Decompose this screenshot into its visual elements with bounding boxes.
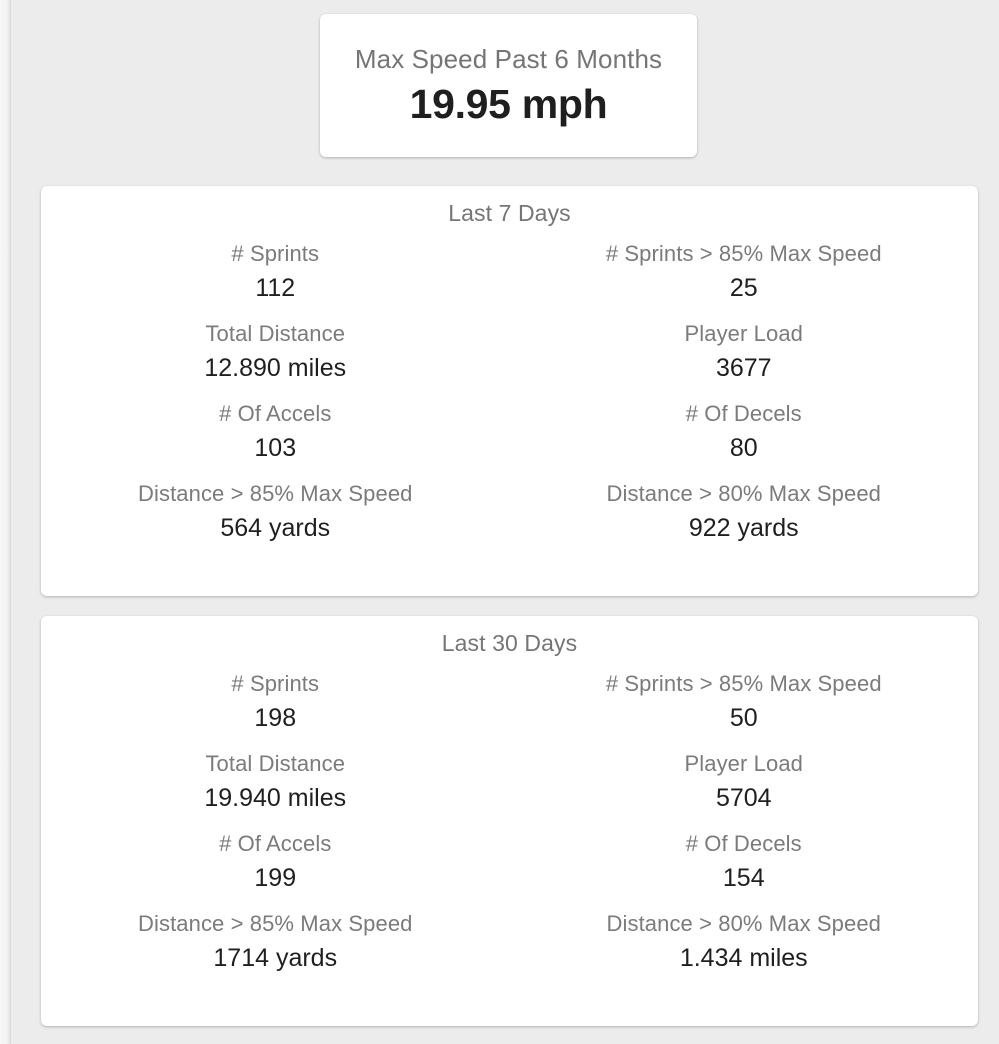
left-gutter	[0, 0, 10, 1044]
stat-label: Player Load	[684, 321, 803, 346]
stat-label: # Sprints > 85% Max Speed	[605, 671, 882, 696]
stat-label: Distance > 80% Max Speed	[606, 911, 881, 936]
stat-label: # Sprints	[231, 671, 320, 696]
stat-value: 112	[255, 274, 296, 302]
dashboard-page: Max Speed Past 6 Months 19.95 mph Last 7…	[11, 0, 999, 1044]
stat-label: # Of Decels	[685, 831, 802, 856]
stat-label: Distance > 85% Max Speed	[138, 481, 413, 506]
stat-value: 922 yards	[688, 514, 799, 542]
stat-cell-sprints: # Sprints 112	[41, 236, 510, 316]
stat-label: Total Distance	[205, 751, 346, 776]
stat-cell-distance-over-80: Distance > 80% Max Speed 1.434 miles	[510, 906, 979, 986]
stat-cell-sprints-over-85: # Sprints > 85% Max Speed 50	[510, 666, 979, 746]
stat-cell-player-load: Player Load 3677	[510, 316, 979, 396]
stat-value: 50	[729, 704, 758, 732]
last-30-days-card: Last 30 Days # Sprints 198 # Sprints > 8…	[41, 616, 978, 1026]
last-7-days-stat-grid: # Sprints 112 # Sprints > 85% Max Speed …	[41, 236, 978, 556]
stat-cell-distance-over-85: Distance > 85% Max Speed 564 yards	[41, 476, 510, 556]
stat-value: 12.890 miles	[204, 354, 347, 382]
stat-value: 103	[254, 434, 297, 462]
max-speed-title: Max Speed Past 6 Months	[354, 43, 663, 74]
stat-value: 19.940 miles	[204, 784, 347, 812]
stat-label: Distance > 85% Max Speed	[138, 911, 413, 936]
stat-label: # Sprints	[231, 241, 320, 266]
stat-cell-total-distance: Total Distance 12.890 miles	[41, 316, 510, 396]
last-7-days-header: Last 7 Days	[448, 200, 571, 226]
stat-label: Distance > 80% Max Speed	[606, 481, 881, 506]
last-30-days-stat-grid: # Sprints 198 # Sprints > 85% Max Speed …	[41, 666, 978, 986]
stat-value: 198	[254, 704, 297, 732]
stat-value: 25	[729, 274, 758, 302]
stat-value: 154	[722, 864, 765, 892]
stat-value: 80	[729, 434, 758, 462]
stat-cell-accels: # Of Accels 199	[41, 826, 510, 906]
stat-cell-distance-over-80: Distance > 80% Max Speed 922 yards	[510, 476, 979, 556]
stat-label: # Sprints > 85% Max Speed	[605, 241, 882, 266]
stat-value: 199	[254, 864, 297, 892]
max-speed-summary-card: Max Speed Past 6 Months 19.95 mph	[320, 14, 697, 157]
last-7-days-card: Last 7 Days # Sprints 112 # Sprints > 85…	[41, 186, 978, 596]
stat-value: 5704	[715, 784, 772, 812]
stat-cell-sprints-over-85: # Sprints > 85% Max Speed 25	[510, 236, 979, 316]
stat-label: # Of Accels	[219, 401, 332, 426]
left-edge-divider	[10, 0, 11, 1044]
stat-cell-distance-over-85: Distance > 85% Max Speed 1714 yards	[41, 906, 510, 986]
max-speed-value: 19.95 mph	[409, 80, 608, 127]
stat-value: 1.434 miles	[679, 944, 808, 972]
stat-cell-player-load: Player Load 5704	[510, 746, 979, 826]
stat-value: 3677	[715, 354, 772, 382]
stat-cell-accels: # Of Accels 103	[41, 396, 510, 476]
stat-cell-decels: # Of Decels 80	[510, 396, 979, 476]
last-30-days-header: Last 30 Days	[441, 630, 578, 656]
stat-cell-total-distance: Total Distance 19.940 miles	[41, 746, 510, 826]
stat-label: # Of Accels	[219, 831, 332, 856]
stat-label: # Of Decels	[685, 401, 802, 426]
stat-cell-decels: # Of Decels 154	[510, 826, 979, 906]
stat-value: 1714 yards	[213, 944, 338, 972]
stat-label: Player Load	[684, 751, 803, 776]
stat-label: Total Distance	[205, 321, 346, 346]
stat-cell-sprints: # Sprints 198	[41, 666, 510, 746]
stat-value: 564 yards	[220, 514, 331, 542]
